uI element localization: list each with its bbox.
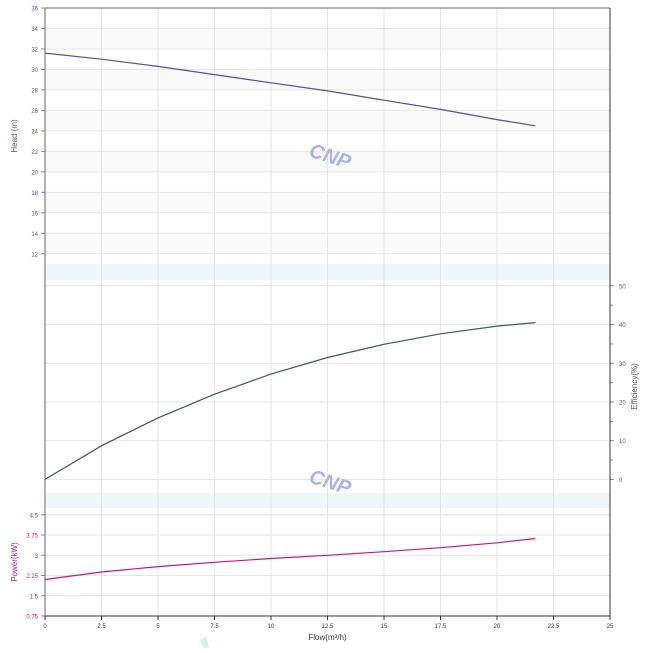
efficiency-tick-label: 50 [619,284,626,290]
head-tick-label: 26 [31,109,38,115]
head-tick-label: 36 [31,7,38,13]
power-curve [44,537,536,581]
power-tick-label: 3 [35,554,39,560]
x-tick-label: 12.5 [322,624,334,630]
head-tick-label: 32 [31,47,38,53]
efficiency-axis-label: Efficiency(%) [630,363,639,410]
head-tick-label: 28 [31,88,38,94]
x-tick-label: 17.5 [435,624,447,630]
x-tick-label: 20 [494,624,501,630]
x-tick-label: 22.5 [548,624,560,630]
power-tick-label: 1.5 [30,594,39,600]
head-tick-label: 22 [31,150,38,156]
head-curve [44,52,536,127]
efficiency-tick-label: 10 [619,439,626,445]
head-axis-label: Head (m) [10,119,19,153]
x-tick-label: 15 [381,624,388,630]
head-tick-label: 14 [31,232,38,238]
efficiency-tick-label: 40 [619,323,626,329]
efficiency-curve [44,322,536,480]
head-tick-label: 30 [31,68,38,74]
watermark-fragment [200,636,209,648]
head-tick-label: 20 [31,170,38,176]
power-axis-label: Power(kW) [10,542,19,582]
x-tick-label: 0 [43,624,47,630]
head-tick-label: 12 [31,252,38,258]
x-axis-label: Flow(m³/h) [308,633,347,642]
power-tick-label: 4.5 [30,513,39,519]
x-tick-label: 7.5 [210,624,219,630]
efficiency-tick-label: 20 [619,400,626,406]
x-tick-label: 25 [607,624,614,630]
efficiency-tick-label: 0 [619,478,623,484]
x-tick-label: 10 [268,624,275,630]
head-tick-label: 34 [31,27,38,33]
power-tick-label: 0.75 [26,615,38,621]
efficiency-tick-label: 30 [619,362,626,368]
x-tick-label: 2.5 [97,624,106,630]
power-tick-label: 2.25 [26,574,38,580]
head-tick-label: 24 [31,129,38,135]
head-tick-label: 16 [31,211,38,217]
power-tick-label: 3.75 [26,534,38,540]
head-tick-label: 18 [31,191,38,197]
x-tick-label: 5 [156,624,160,630]
